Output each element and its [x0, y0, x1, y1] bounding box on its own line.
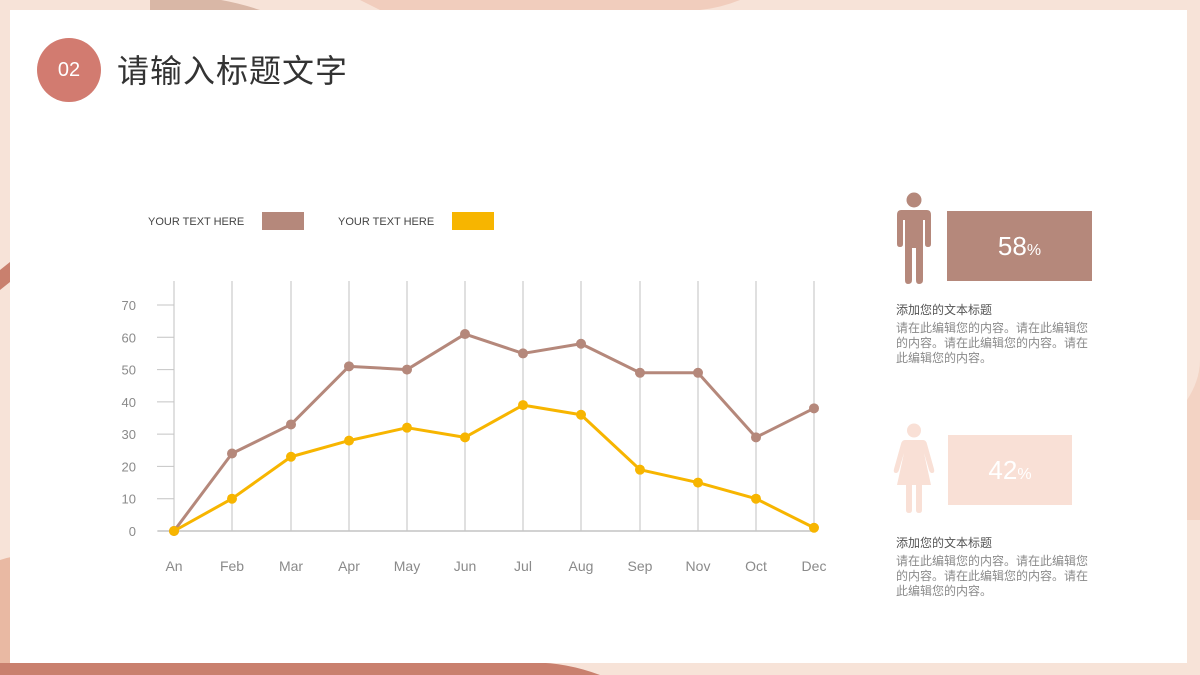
series-1-point — [286, 419, 296, 430]
slide-canvas: 02 请输入标题文字 58% 添加您的文本标题 请在此编辑您的内容。请在此编辑您… — [10, 10, 1187, 663]
series-1-point — [693, 367, 703, 378]
female-percentage-unit: % — [1017, 466, 1032, 483]
series-2-point — [169, 526, 179, 536]
series-2-point — [751, 493, 761, 504]
female-percentage-box: 42% — [948, 435, 1072, 505]
series-2-point — [344, 435, 354, 446]
female-icon — [893, 423, 935, 513]
series-2-point — [809, 522, 819, 533]
x-tick-label: Aug — [569, 558, 594, 574]
x-tick-label: Oct — [745, 558, 767, 574]
series-1-point — [460, 329, 470, 340]
x-tick-label: Jun — [454, 558, 477, 574]
male-icon — [897, 192, 931, 284]
y-tick-label: 50 — [122, 363, 136, 378]
series-2-point — [460, 432, 470, 443]
male-percentage-value: 58 — [997, 231, 1027, 261]
series-1-point — [227, 448, 237, 459]
series-2-point — [576, 409, 586, 420]
series-1-point — [518, 348, 528, 359]
female-stat-body: 请在此编辑您的内容。请在此编辑您的内容。请在此编辑您的内容。请在此编辑您的内容。 — [896, 554, 1089, 598]
series-2-point — [518, 400, 528, 411]
male-stat-heading: 添加您的文本标题 — [896, 303, 993, 317]
x-tick-label: Sep — [628, 558, 653, 574]
x-tick-label: Feb — [220, 558, 244, 574]
female-percentage-value: 42 — [988, 455, 1018, 485]
series-2-point — [286, 451, 296, 462]
series-1-point — [402, 364, 412, 375]
legend-label-2: YOUR TEXT HERE — [338, 216, 434, 228]
series-line-2 — [173, 403, 815, 533]
male-percentage-box: 58% — [947, 211, 1092, 281]
y-tick-label: 20 — [122, 459, 136, 474]
section-number-badge: 02 — [37, 38, 101, 102]
y-tick-label: 10 — [122, 492, 136, 507]
legend-label-1: YOUR TEXT HERE — [148, 216, 244, 228]
male-percentage-unit: % — [1026, 242, 1042, 259]
series-1-point — [751, 432, 761, 443]
y-tick-label: 70 — [122, 298, 136, 313]
series-2-point — [227, 493, 237, 504]
legend-swatch-2 — [452, 212, 494, 230]
x-tick-label: Jul — [514, 558, 532, 574]
x-tick-label: Apr — [338, 558, 360, 574]
male-stat-body: 请在此编辑您的内容。请在此编辑您的内容。请在此编辑您的内容。请在此编辑您的内容。 — [896, 321, 1089, 365]
legend-swatch-1 — [262, 212, 304, 230]
x-tick-label: Mar — [279, 558, 303, 574]
series-2-point — [635, 464, 645, 475]
x-tick-label: An — [165, 558, 182, 574]
series-1-point — [809, 403, 819, 414]
y-tick-label: 60 — [122, 330, 136, 345]
y-tick-label: 0 — [129, 524, 136, 539]
series-1-point — [576, 338, 586, 349]
series-1-point — [635, 367, 645, 378]
series-1-point — [344, 361, 354, 372]
x-tick-label: Dec — [802, 558, 827, 574]
y-tick-label: 40 — [122, 395, 136, 410]
page-title: 请输入标题文字 — [117, 52, 349, 90]
series-line-1 — [172, 332, 815, 532]
series-2-point — [693, 477, 703, 488]
y-tick-label: 30 — [122, 427, 136, 442]
female-stat-heading: 添加您的文本标题 — [896, 536, 993, 550]
series-2-point — [402, 422, 412, 433]
x-tick-label: Nov — [686, 558, 711, 574]
x-tick-label: May — [394, 558, 420, 574]
